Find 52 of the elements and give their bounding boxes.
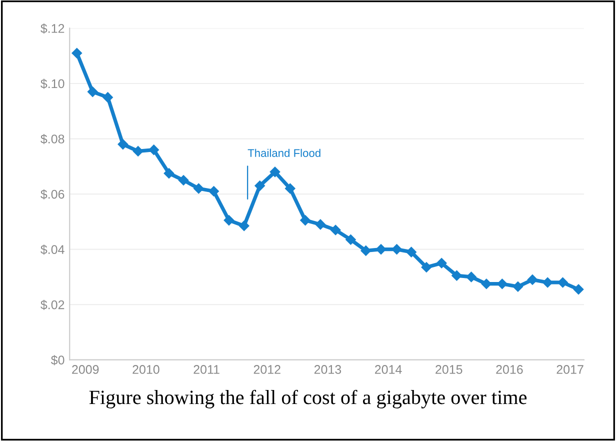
point (330, 224, 341, 236)
point (118, 139, 128, 150)
point (573, 284, 584, 294)
y-tick-label: $.08 (40, 134, 64, 144)
y-tick-label: $.04 (40, 244, 64, 255)
point (558, 277, 568, 288)
point (224, 215, 234, 226)
point (421, 262, 432, 272)
point (285, 183, 296, 194)
point (148, 144, 159, 155)
point (481, 278, 492, 289)
y-tick-label: $.10 (40, 78, 64, 89)
point (132, 146, 144, 156)
point (254, 180, 265, 191)
point (542, 277, 553, 288)
point (497, 278, 508, 289)
text: Figure showing the fall of cost of a gigabyte over time (89, 390, 527, 408)
y-tick-label: $.02 (40, 300, 64, 310)
point (178, 175, 189, 186)
x-tick-label: 2014 (375, 365, 402, 374)
point (346, 234, 356, 245)
point (512, 282, 524, 292)
point (208, 186, 219, 196)
point (392, 244, 402, 254)
y-tick-label: $.06 (40, 189, 64, 200)
point (102, 92, 113, 102)
x-tick-label: 2011 (194, 365, 220, 374)
point (72, 48, 82, 58)
point (527, 274, 538, 285)
x-tick-label: 2010 (132, 365, 160, 374)
y-tick-label: $.12 (40, 24, 64, 34)
annotation: Thailand Flood (248, 148, 320, 158)
x-tick-label: 2015 (436, 365, 462, 374)
point (300, 215, 310, 226)
x-tick-label: 2016 (496, 365, 523, 374)
point (270, 166, 280, 178)
point (164, 168, 174, 178)
point (194, 183, 204, 194)
point (436, 258, 447, 268)
y-tick-label: $0 (50, 355, 64, 366)
x-tick-label: 2013 (314, 365, 342, 374)
point (315, 219, 326, 230)
point (376, 244, 386, 254)
point (406, 246, 416, 258)
point (238, 220, 250, 231)
point (466, 272, 476, 282)
point (360, 246, 371, 256)
x-tick-label: 2017 (556, 365, 584, 374)
point (452, 270, 462, 281)
x-tick-label: 2009 (72, 365, 99, 374)
x-tick-label: 2012 (254, 365, 280, 374)
point (88, 86, 98, 97)
